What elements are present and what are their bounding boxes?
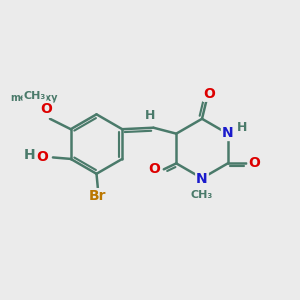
Text: H: H: [237, 121, 247, 134]
Text: N: N: [222, 126, 234, 140]
Text: CH₃: CH₃: [191, 190, 213, 200]
Text: O: O: [148, 162, 160, 176]
Text: O: O: [249, 156, 260, 170]
Text: Br: Br: [89, 189, 107, 203]
Text: methoxy: methoxy: [11, 93, 58, 103]
Text: CH₃: CH₃: [23, 91, 46, 101]
Text: O: O: [40, 103, 51, 117]
Text: N: N: [196, 172, 208, 186]
Text: O: O: [40, 102, 52, 116]
Text: H: H: [145, 109, 156, 122]
Text: O: O: [203, 87, 215, 101]
Text: O: O: [36, 150, 48, 164]
Text: H: H: [24, 148, 36, 162]
